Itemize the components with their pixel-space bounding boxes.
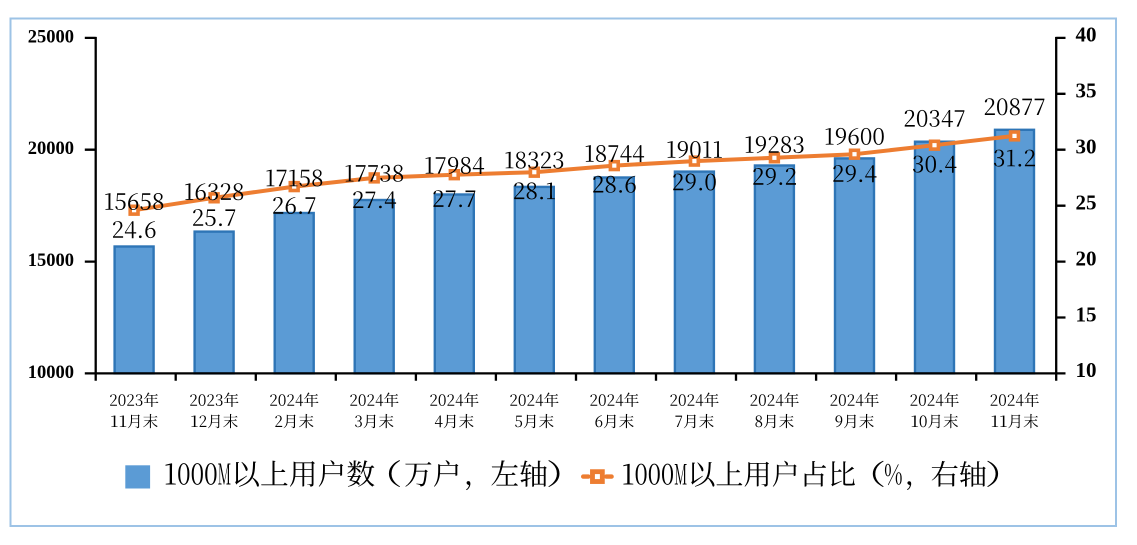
svg-text:10000: 10000 <box>28 363 74 383</box>
svg-text:40: 40 <box>1076 23 1097 47</box>
svg-text:25000: 25000 <box>28 27 74 47</box>
svg-text:30: 30 <box>1076 135 1097 159</box>
svg-text:15: 15 <box>1076 302 1097 326</box>
svg-text:10: 10 <box>1076 358 1097 382</box>
svg-text:20: 20 <box>1076 246 1097 270</box>
svg-text:25: 25 <box>1076 191 1097 215</box>
svg-text:20000: 20000 <box>28 139 74 159</box>
svg-text:35: 35 <box>1076 79 1097 103</box>
svg-text:15000: 15000 <box>28 251 74 271</box>
